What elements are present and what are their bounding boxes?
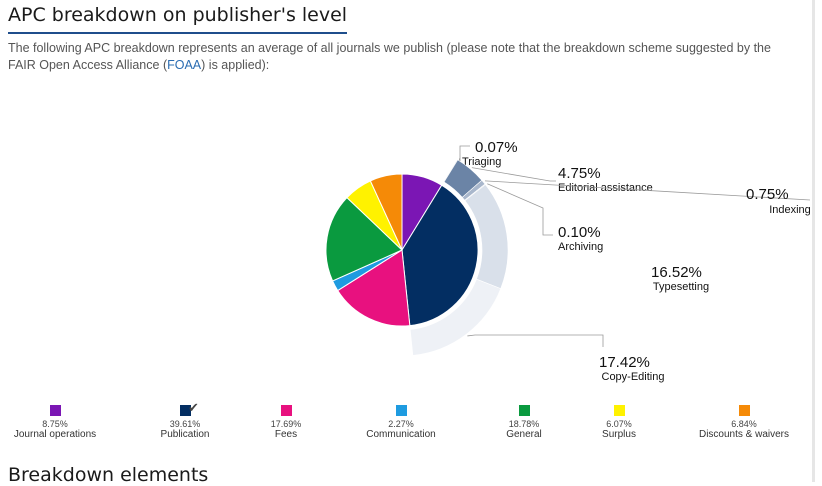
legend-label: General — [506, 429, 542, 440]
legend-percentage: 6.84% — [731, 419, 757, 429]
legend-swatch — [49, 405, 61, 416]
right-border — [812, 0, 815, 482]
page-title: APC breakdown on publisher's level — [8, 4, 348, 34]
leader-line-copy-editing — [467, 334, 604, 347]
legend-percentage: 2.27% — [388, 419, 414, 429]
leader-line-indexing — [484, 180, 811, 201]
legend-item-surplus[interactable]: 6.07% Surplus — [554, 402, 684, 441]
foaa-link[interactable]: FOAA — [167, 58, 202, 72]
ring-segment-copy-editing[interactable] — [409, 278, 502, 356]
leader-line-archiving — [487, 183, 553, 236]
legend-label: Surplus — [602, 429, 636, 440]
callout-label-copy-editing: Copy-Editing — [602, 371, 665, 383]
legend-percentage: 39.61% — [169, 419, 201, 429]
callout-value-triaging: 0.07% — [475, 139, 518, 156]
callout-label-indexing: Indexing — [769, 204, 811, 216]
callout-label-triaging: Triaging — [462, 156, 501, 168]
legend-percentage: 6.07% — [606, 419, 632, 429]
chart-legend: 8.75% Journal operations ✔ 39.61% Publicatio… — [0, 400, 812, 446]
intro-text-end: ) is applied): — [201, 58, 270, 72]
legend-item-communication[interactable]: 2.27% Communication — [336, 402, 466, 441]
callout-label-typesetting: Typesetting — [653, 281, 709, 293]
callout-value-typesetting: 16.52% — [651, 264, 702, 281]
legend-label: Discounts & waivers — [698, 429, 790, 440]
pie-slice-discounts-waivers[interactable] — [369, 173, 403, 251]
callout-value-indexing: 0.75% — [746, 186, 789, 203]
legend-percentage: 8.75% — [42, 419, 68, 429]
checkmark-icon: ✔ — [188, 400, 199, 415]
pie-slice-general[interactable] — [325, 196, 403, 282]
legend-label: Publication — [160, 429, 210, 440]
legend-label: Communication — [366, 429, 436, 440]
callout-value-copy-editing: 17.42% — [599, 354, 650, 371]
legend-item-discounts-waivers[interactable]: 6.84% Discounts & waivers — [679, 402, 809, 441]
legend-swatch — [518, 405, 530, 416]
legend-swatch — [738, 405, 750, 416]
legend-item-publication[interactable]: ✔ 39.61% Publication — [120, 400, 250, 441]
callout-value-editorial-assistance: 4.75% — [558, 165, 601, 182]
callout-value-archiving: 0.10% — [558, 224, 601, 241]
legend-item-general[interactable]: 18.78% General — [459, 402, 589, 441]
legend-percentage: 18.78% — [508, 419, 540, 429]
legend-swatch — [395, 405, 407, 416]
section-heading: Breakdown elements — [8, 464, 209, 486]
intro-text: The following APC breakdown represents a… — [8, 40, 798, 74]
legend-swatch — [613, 405, 625, 416]
legend-item-fees[interactable]: 17.69% Fees — [221, 402, 351, 441]
legend-swatch — [179, 405, 191, 416]
pie-slice-publication[interactable] — [401, 184, 479, 327]
legend-label: Journal operations — [13, 429, 97, 440]
legend-label: Fees — [274, 429, 298, 440]
pie-slice-fees[interactable] — [337, 249, 411, 327]
leader-line-editorial-assistance — [471, 167, 556, 182]
legend-percentage: 17.69% — [270, 419, 302, 429]
legend-swatch — [280, 405, 292, 416]
intro-text-start: The following APC breakdown represents a… — [8, 41, 771, 72]
legend-item-journal-operations[interactable]: 8.75% Journal operations — [0, 402, 120, 441]
callout-label-archiving: Archiving — [558, 241, 603, 253]
